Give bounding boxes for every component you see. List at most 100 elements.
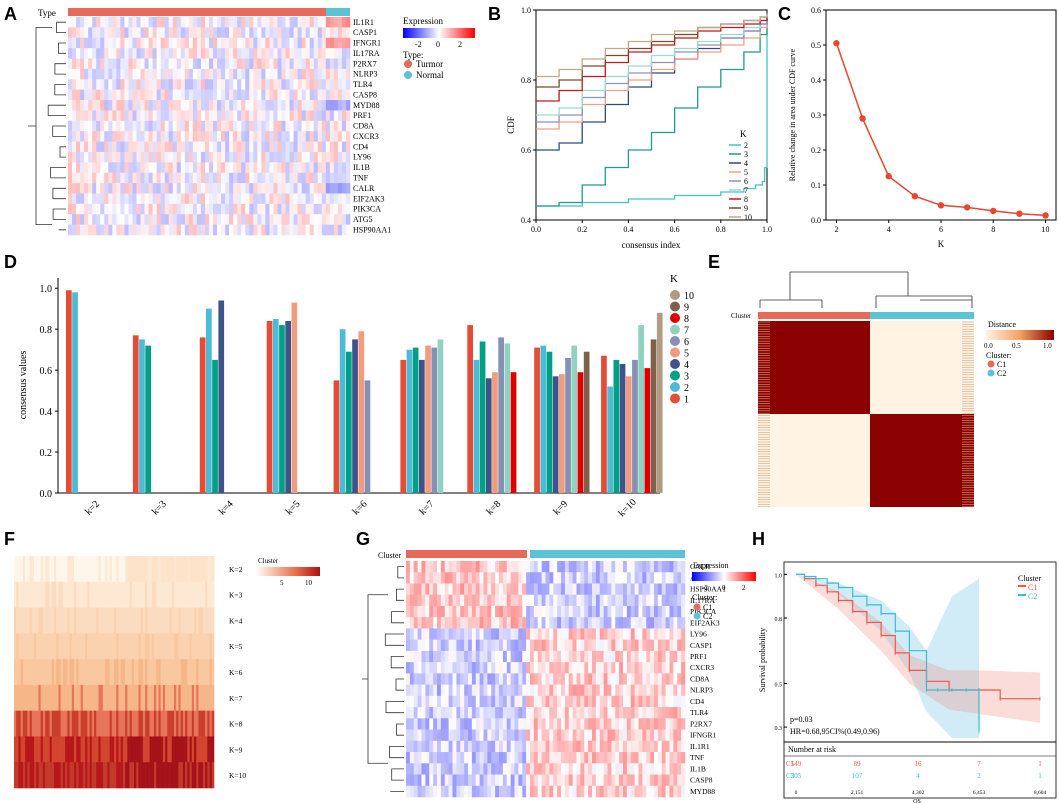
g-heatmap-cell (456, 785, 461, 798)
heatmap-a-cell (297, 162, 302, 174)
f-heatmap-cell (105, 710, 108, 737)
heatmap-a-cell (249, 17, 254, 28)
heatmap-a-cell (233, 58, 238, 70)
heatmap-a-cell (257, 27, 262, 39)
g-heatmap-cell (677, 605, 682, 618)
heatmap-a-cell (100, 79, 105, 90)
g-heatmap-cell (421, 740, 426, 753)
f-heatmap-cell (94, 762, 97, 789)
g-heatmap-cell (475, 561, 480, 573)
f-heatmap-cell (167, 633, 170, 660)
f-heatmap-cell (200, 581, 204, 608)
f-heatmap-cell (178, 607, 181, 634)
heatmap-a-cell (273, 100, 278, 111)
f-heatmap-cell (182, 684, 186, 711)
f-heatmap-cell (211, 736, 215, 763)
g-heatmap-cell (471, 673, 477, 685)
panel-h-label: H (752, 529, 765, 549)
g-heatmap-cell (611, 561, 616, 573)
f-heatmap-cell (145, 633, 148, 660)
g-heatmap-cell (599, 572, 604, 584)
heatmap-a-cell (325, 100, 331, 111)
heatmap-a-cell (160, 131, 165, 142)
f-heatmap-cell (202, 659, 206, 686)
heatmap-a-cell (265, 183, 270, 194)
heatmap-a-cell (72, 120, 77, 132)
g-heatmap-cell (595, 718, 601, 730)
heatmap-a-cell (281, 151, 286, 163)
g-heatmap-cell (464, 617, 469, 629)
g-heatmap-cell (483, 650, 488, 663)
f-heatmap-cell (154, 710, 157, 737)
g-heatmap-cell (514, 752, 519, 764)
g-heatmap-cell (456, 684, 461, 697)
heatmap-a-cell (241, 110, 246, 122)
heatmap-a-cell (96, 68, 101, 80)
g-heatmap-cell (673, 684, 678, 697)
g-heatmap-cell (599, 673, 604, 685)
heatmap-a-cell (261, 183, 266, 194)
gene-label-a: CD4 (353, 142, 368, 151)
g-heatmap-cell (619, 572, 624, 584)
heatmap-a-cell (136, 17, 141, 28)
heatmap-a-cell (225, 162, 230, 174)
g-heatmap-cell (460, 639, 465, 652)
heatmap-a-cell (209, 27, 214, 39)
g-heatmap-cell (433, 752, 438, 764)
heatmap-a-cell (341, 183, 347, 194)
heatmap-a-cell (136, 100, 141, 111)
heatmap-a-cell (88, 183, 93, 194)
heatmap-a-cell (321, 110, 327, 122)
heatmap-a-cell (285, 151, 290, 163)
heatmap-a-cell (156, 193, 161, 205)
d-y-tick-label: 0.4 (40, 407, 53, 418)
g-heatmap-cell (564, 707, 570, 719)
heatmap-a-cell (345, 48, 351, 59)
g-heatmap-cell (669, 673, 674, 685)
heatmap-a-cell (245, 131, 250, 142)
f-heatmap-cell (27, 710, 30, 737)
d-bar-k=4-4 (218, 300, 225, 493)
heatmap-a-cell (337, 27, 343, 39)
g-heatmap-cell (487, 639, 492, 652)
heatmap-a-cell (92, 162, 97, 174)
f-heatmap-cell (40, 633, 44, 660)
heatmap-a-cell (152, 203, 157, 215)
heatmap-a-cell (180, 183, 186, 194)
g-heatmap-cell (564, 673, 570, 685)
cdf-line-k6 (536, 17, 768, 123)
heatmap-a-cell (128, 193, 133, 205)
f-heatmap-cell (158, 581, 161, 608)
f-heatmap-cell (129, 607, 133, 634)
f-heatmap-cell (58, 556, 61, 583)
g-heatmap-cell (630, 662, 635, 674)
g-heatmap-cell (623, 572, 628, 584)
f-heatmap-cell (194, 762, 197, 789)
g-heatmap-cell (650, 561, 655, 573)
d-legend-dot (670, 382, 680, 392)
f-heatmap-cell (189, 607, 193, 634)
f-heatmap-cell (200, 607, 204, 634)
g-heatmap-cell (677, 650, 682, 663)
g-heatmap-cell (429, 729, 434, 742)
g-heatmap-cell (673, 561, 678, 573)
g-heatmap-cell (417, 740, 422, 753)
f-heatmap-cell (18, 710, 21, 737)
g-heatmap-cell (456, 752, 461, 764)
g-heatmap-cell (681, 594, 686, 607)
f-heatmap-cell (200, 556, 204, 583)
g-heatmap-cell (444, 718, 449, 730)
heatmap-a-cell (168, 58, 174, 70)
g-heatmap-cell (673, 752, 678, 764)
heatmap-a-cell (156, 151, 161, 163)
g-heatmap-cell (464, 695, 469, 708)
heatmap-a-cell (229, 141, 234, 153)
g-heatmap-cell (615, 785, 620, 798)
heatmap-a-cell (152, 224, 157, 236)
f-heatmap-cell (49, 659, 53, 686)
g-heatmap-cell (440, 684, 446, 697)
g-heatmap-cell (514, 617, 519, 629)
f-heatmap-cell (169, 710, 173, 737)
g-heatmap-cell (669, 752, 674, 764)
heatmap-a-cell (164, 48, 170, 59)
